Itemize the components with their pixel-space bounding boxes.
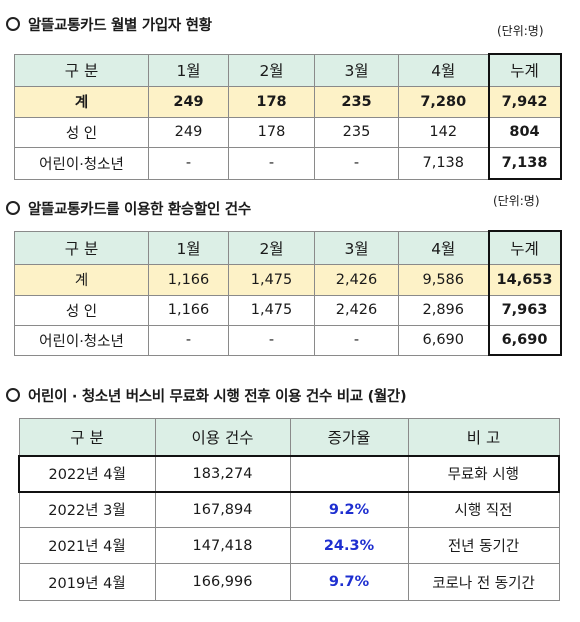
header-cell: 2월	[228, 53, 315, 87]
transfer-discount-table: 구 분 1월 2월 3월 4월 누계 계 1,166 1,475 2,426 9…	[14, 230, 562, 356]
section-title-text: 알뜰교통카드를 이용한 환승할인 건수	[28, 202, 251, 218]
rate-cell: 24.3%	[289, 527, 409, 564]
table-row-highlighted: 2022년 4월 183,274 무료화 시행	[18, 454, 560, 493]
unit-label: (단위:명)	[497, 24, 544, 38]
header-cell: 누계	[487, 53, 562, 87]
table-cell: 249	[148, 85, 229, 118]
subscriber-table: 구 분 1월 2월 3월 4월 누계 계 249 178 235 7,280 7…	[14, 53, 562, 180]
header-cell: 4월	[398, 230, 489, 265]
table-cell: 1,166	[148, 263, 229, 296]
table-row: 어린이·청소년 - - - 6,690 6,690	[14, 324, 562, 356]
table-cell: 전년 동기간	[407, 527, 560, 564]
rate-cell: 9.7%	[289, 563, 409, 601]
header-cell: 1월	[148, 230, 229, 265]
table-header-row: 구 분 이용 건수 증가율 비 고	[18, 418, 560, 456]
table-row: 성 인 1,166 1,475 2,426 2,896 7,963	[14, 294, 562, 326]
table-header-row: 구 분 1월 2월 3월 4월 누계	[14, 230, 562, 265]
table-cell: 1,166	[148, 294, 229, 326]
table-cell: 2021년 4월	[18, 527, 156, 564]
section-title-text: 알뜰교통카드 월별 가입자 현황	[28, 18, 212, 34]
usage-comparison-table: 구 분 이용 건수 증가율 비 고 2022년 4월 183,274 무료화 시…	[18, 418, 560, 601]
table-cell: 183,274	[154, 454, 291, 493]
table-cell: 7,138	[487, 146, 562, 180]
table-cell: 2022년 3월	[18, 491, 156, 528]
table-cell: 142	[398, 116, 489, 148]
table-row: 어린이·청소년 - - - 7,138 7,138	[14, 146, 562, 180]
header-cell: 이용 건수	[154, 418, 291, 456]
table-cell: 코로나 전 동기간	[407, 563, 560, 601]
circle-bullet-icon	[6, 17, 20, 31]
table-cell: 7,138	[398, 146, 489, 180]
header-cell: 1월	[148, 53, 229, 87]
table-cell: 계	[14, 85, 149, 118]
header-cell: 4월	[398, 53, 489, 87]
table-header-row: 구 분 1월 2월 3월 4월 누계	[14, 53, 562, 87]
table-cell: 2,426	[314, 263, 399, 296]
table-cell: 시행 직전	[407, 491, 560, 528]
section-title-subscribers: 알뜰교통카드 월별 가입자 현황	[6, 14, 212, 35]
table-cell: -	[314, 324, 399, 356]
section-title-free-bus-comparison: 어린이 · 청소년 버스비 무료화 시행 전후 이용 건수 비교 (월간)	[6, 385, 407, 406]
table-cell: 7,963	[487, 294, 562, 326]
table-cell: 178	[228, 85, 315, 118]
circle-bullet-icon	[6, 201, 20, 215]
table-cell: 2,896	[398, 294, 489, 326]
table-cell: 어린이·청소년	[14, 324, 149, 356]
table-cell: 166,996	[154, 563, 291, 601]
header-cell: 비 고	[407, 418, 560, 456]
table-cell: 249	[148, 116, 229, 148]
table-cell: -	[228, 146, 315, 180]
header-cell: 3월	[314, 230, 399, 265]
table-cell: 1,475	[228, 263, 315, 296]
header-cell: 증가율	[289, 418, 409, 456]
section-title-transfer-discount: 알뜰교통카드를 이용한 환승할인 건수	[6, 198, 251, 219]
circle-bullet-icon	[6, 388, 20, 402]
table-cell: 계	[14, 263, 149, 296]
table-cell: 성 인	[14, 294, 149, 326]
table-row-total: 계 249 178 235 7,280 7,942	[14, 85, 562, 118]
table-row: 2021년 4월 147,418 24.3% 전년 동기간	[18, 527, 560, 564]
header-cell: 3월	[314, 53, 399, 87]
table-cell: -	[148, 324, 229, 356]
section-title-text: 어린이 · 청소년 버스비 무료화 시행 전후 이용 건수 비교 (월간)	[28, 389, 407, 405]
table-row: 2019년 4월 166,996 9.7% 코로나 전 동기간	[18, 563, 560, 601]
header-cell: 누계	[487, 230, 562, 265]
table-cell: 2019년 4월	[18, 563, 156, 601]
table-cell: 6,690	[487, 324, 562, 356]
table-cell: 167,894	[154, 491, 291, 528]
table-cell: 147,418	[154, 527, 291, 564]
table-cell: -	[148, 146, 229, 180]
rate-cell: 9.2%	[289, 491, 409, 528]
table-cell: 804	[487, 116, 562, 148]
table-cell: -	[228, 324, 315, 356]
table-cell: 어린이·청소년	[14, 146, 149, 180]
table-cell: -	[314, 146, 399, 180]
table-cell: 9,586	[398, 263, 489, 296]
table-cell: 178	[228, 116, 315, 148]
rate-cell	[289, 454, 409, 493]
header-cell: 구 분	[18, 418, 156, 456]
table-row-total: 계 1,166 1,475 2,426 9,586 14,653	[14, 263, 562, 296]
header-cell: 구 분	[14, 53, 149, 87]
table-cell: 235	[314, 85, 399, 118]
table-cell: 2022년 4월	[18, 454, 156, 493]
table-cell: 성 인	[14, 116, 149, 148]
table-cell: 235	[314, 116, 399, 148]
header-cell: 2월	[228, 230, 315, 265]
table-row: 성 인 249 178 235 142 804	[14, 116, 562, 148]
table-cell: 무료화 시행	[407, 454, 560, 493]
unit-label: (단위:명)	[493, 194, 540, 208]
table-cell: 7,942	[487, 85, 562, 118]
header-cell: 구 분	[14, 230, 149, 265]
table-row: 2022년 3월 167,894 9.2% 시행 직전	[18, 491, 560, 528]
table-cell: 2,426	[314, 294, 399, 326]
table-cell: 6,690	[398, 324, 489, 356]
table-cell: 7,280	[398, 85, 489, 118]
table-cell: 14,653	[487, 263, 562, 296]
table-cell: 1,475	[228, 294, 315, 326]
